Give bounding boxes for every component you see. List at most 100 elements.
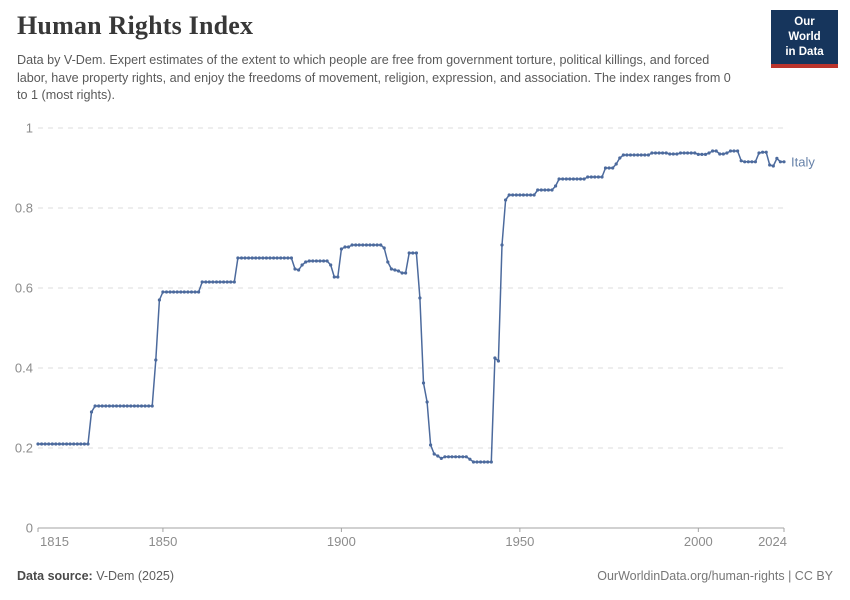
data-point[interactable] — [568, 177, 572, 181]
data-point[interactable] — [364, 243, 368, 247]
data-point[interactable] — [443, 455, 447, 459]
data-point[interactable] — [222, 280, 226, 284]
data-point[interactable] — [72, 442, 76, 446]
data-point[interactable] — [307, 259, 311, 263]
data-point[interactable] — [161, 290, 165, 294]
data-point[interactable] — [186, 290, 190, 294]
data-point[interactable] — [711, 149, 715, 153]
data-point[interactable] — [236, 256, 240, 260]
data-point[interactable] — [182, 290, 186, 294]
data-point[interactable] — [418, 296, 422, 300]
data-point[interactable] — [79, 442, 83, 446]
data-point[interactable] — [318, 259, 322, 263]
data-point[interactable] — [539, 188, 543, 192]
data-point[interactable] — [446, 455, 451, 459]
data-point[interactable] — [482, 460, 486, 464]
data-point[interactable] — [543, 188, 547, 192]
data-point[interactable] — [532, 193, 536, 197]
data-point[interactable] — [93, 404, 97, 408]
data-point[interactable] — [325, 259, 329, 263]
data-point[interactable] — [707, 151, 711, 155]
data-point[interactable] — [389, 267, 393, 271]
data-point[interactable] — [421, 381, 426, 385]
data-point[interactable] — [164, 290, 169, 294]
data-point[interactable] — [343, 245, 347, 249]
data-point[interactable] — [546, 188, 551, 192]
data-point[interactable] — [678, 151, 683, 155]
data-point[interactable] — [247, 256, 251, 260]
data-point[interactable] — [179, 290, 183, 294]
data-point[interactable] — [739, 159, 743, 163]
data-point[interactable] — [89, 410, 94, 414]
data-point[interactable] — [350, 243, 354, 247]
data-point[interactable] — [40, 442, 44, 446]
data-point[interactable] — [746, 160, 750, 164]
data-point[interactable] — [204, 280, 208, 284]
entity-label-italy[interactable]: Italy — [791, 154, 815, 169]
data-point[interactable] — [404, 271, 408, 275]
data-point[interactable] — [361, 243, 365, 247]
data-point[interactable] — [168, 290, 172, 294]
data-point[interactable] — [232, 280, 236, 284]
data-point[interactable] — [782, 160, 786, 164]
data-point[interactable] — [600, 175, 604, 179]
data-point[interactable] — [536, 188, 540, 192]
data-point[interactable] — [132, 404, 136, 408]
data-point[interactable] — [122, 404, 126, 408]
data-point[interactable] — [471, 460, 476, 464]
data-point[interactable] — [125, 404, 129, 408]
data-point[interactable] — [550, 188, 554, 192]
data-point[interactable] — [650, 151, 654, 155]
data-point[interactable] — [104, 404, 108, 408]
data-point[interactable] — [200, 280, 204, 284]
data-point[interactable] — [639, 153, 643, 157]
data-point[interactable] — [382, 246, 386, 250]
data-point[interactable] — [486, 460, 490, 464]
data-point[interactable] — [457, 455, 461, 459]
data-point[interactable] — [621, 153, 626, 157]
owid-logo[interactable]: Our World in Data — [771, 10, 838, 68]
data-point[interactable] — [586, 175, 590, 179]
data-point[interactable] — [189, 290, 194, 294]
data-point[interactable] — [611, 166, 615, 170]
data-point[interactable] — [725, 151, 729, 155]
data-point[interactable] — [82, 442, 86, 446]
data-point[interactable] — [575, 177, 579, 181]
data-point[interactable] — [596, 175, 601, 179]
data-point[interactable] — [136, 404, 140, 408]
data-point[interactable] — [554, 184, 558, 188]
data-point[interactable] — [439, 456, 443, 460]
data-point[interactable] — [557, 177, 561, 181]
data-point[interactable] — [768, 163, 772, 167]
data-point[interactable] — [225, 280, 229, 284]
data-point[interactable] — [218, 280, 222, 284]
data-point[interactable] — [775, 156, 779, 160]
data-point[interactable] — [36, 442, 40, 446]
series-line-italy[interactable] — [37, 150, 785, 463]
data-point[interactable] — [86, 442, 90, 446]
data-point[interactable] — [432, 452, 436, 456]
data-point[interactable] — [643, 153, 647, 157]
data-point[interactable] — [721, 152, 725, 156]
data-point[interactable] — [354, 243, 358, 247]
data-point[interactable] — [197, 290, 201, 294]
data-point[interactable] — [450, 455, 454, 459]
data-point[interactable] — [332, 275, 336, 279]
data-point[interactable] — [297, 268, 301, 272]
data-point[interactable] — [243, 256, 247, 260]
data-point[interactable] — [407, 251, 411, 255]
data-point[interactable] — [636, 153, 640, 157]
data-point[interactable] — [571, 177, 576, 181]
data-point[interactable] — [475, 460, 479, 464]
data-point[interactable] — [514, 193, 518, 197]
data-point[interactable] — [336, 275, 340, 279]
data-point[interactable] — [479, 460, 483, 464]
data-point[interactable] — [339, 247, 343, 251]
data-point[interactable] — [468, 457, 472, 461]
data-point[interactable] — [311, 259, 315, 263]
data-point[interactable] — [411, 251, 415, 255]
data-point[interactable] — [603, 166, 608, 170]
data-point[interactable] — [329, 263, 333, 267]
data-point[interactable] — [282, 256, 286, 260]
data-point[interactable] — [703, 152, 708, 156]
